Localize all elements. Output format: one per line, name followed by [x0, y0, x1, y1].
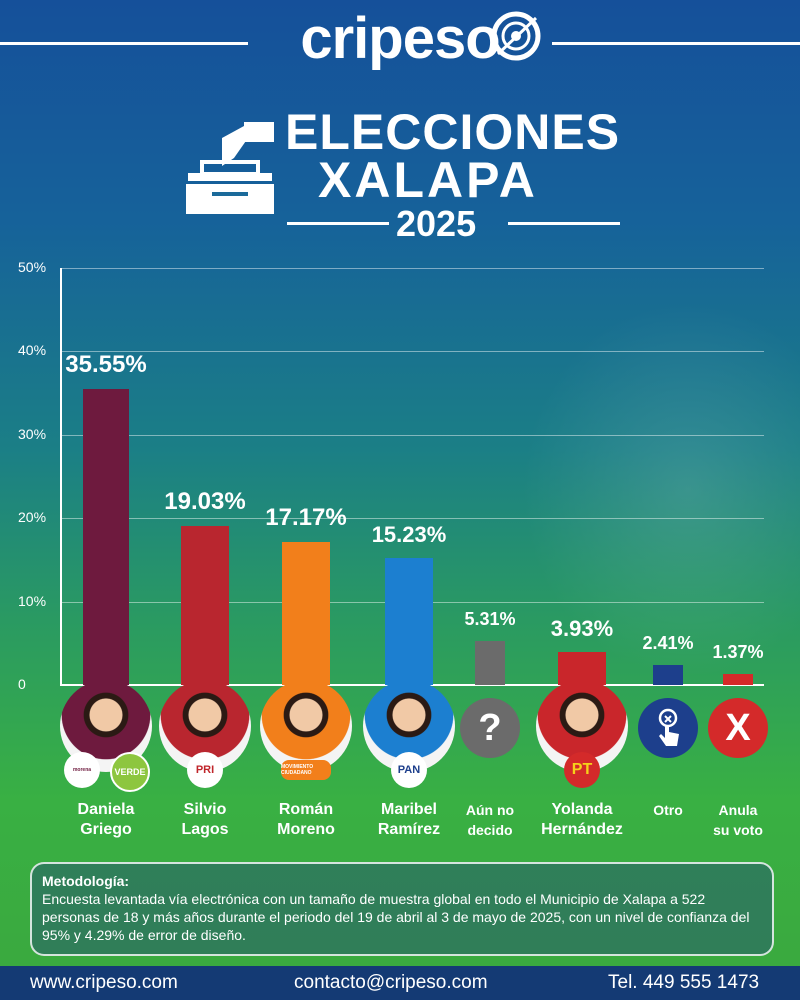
footer-email[interactable]: contacto@cripeso.com — [294, 972, 488, 993]
background-ballot-photo — [520, 300, 800, 680]
data-label: 19.03% — [164, 488, 246, 516]
candidate-name: Aún no decido — [435, 800, 545, 840]
name-line-1: Román — [278, 801, 334, 818]
brand-rule-right — [552, 42, 800, 45]
data-label: 17.17% — [265, 503, 347, 531]
data-label: 5.31% — [464, 608, 516, 629]
party-logo: MOVIMIENTO CIUDADANO — [281, 760, 331, 780]
gridline — [60, 351, 764, 353]
party-logo-secondary: VERDE — [110, 752, 150, 792]
y-tick-label: 50% — [18, 259, 47, 275]
data-label: 3.93% — [550, 616, 614, 642]
brand-logo: cripeso — [0, 4, 800, 74]
y-tick-label: 10% — [18, 592, 47, 609]
footer-phone[interactable]: Tel. 449 555 1473 — [608, 972, 760, 993]
data-label: 2.41% — [642, 632, 694, 653]
year-rule-right — [508, 222, 620, 225]
bar-chart: 0 10% 20% 30% 40% 50% 35.55% 19.03% 17.17% 15.23… — [18, 259, 793, 840]
candidate-name: Román Moreno — [251, 800, 361, 840]
candidate-name: Otro — [613, 800, 723, 820]
bar-6 — [558, 652, 606, 685]
name-line-2: decido — [467, 822, 513, 838]
name-line-1: Anula — [718, 802, 758, 818]
data-label: 15.23% — [371, 521, 447, 547]
methodology-text: Encuesta levantada vía electrónica con u… — [42, 891, 750, 943]
bar-4 — [385, 557, 433, 685]
name-line-1: Aún no — [465, 802, 515, 818]
gridline — [60, 434, 764, 436]
bar-3 — [282, 541, 330, 685]
bar-1 — [83, 388, 129, 685]
year-rule-left — [287, 222, 389, 225]
gridline — [60, 518, 764, 520]
name-line-2: Griego — [80, 821, 132, 838]
name-line-1: Otro — [653, 802, 683, 818]
title-line-2: XALAPA — [318, 152, 538, 208]
hand-pointer-icon — [658, 708, 679, 746]
title-line-1: ELECCIONES — [285, 104, 621, 160]
bar-2 — [181, 526, 229, 685]
name-line-1: Daniela — [77, 801, 135, 818]
methodology-title: Metodología: — [42, 873, 130, 889]
brand-name: cripeso — [300, 6, 500, 71]
y-tick-label: 20% — [18, 509, 47, 526]
party-logo: morena — [64, 752, 100, 788]
y-tick-label: 40% — [18, 342, 47, 359]
y-axis — [60, 268, 62, 686]
methodology-box: Metodología: Encuesta levantada vía elec… — [30, 862, 774, 956]
brand-rule-left — [0, 42, 248, 45]
party-logo: PT — [564, 752, 600, 788]
candidate-photo — [260, 680, 352, 772]
question-icon: ? — [460, 698, 520, 758]
bar-8 — [723, 673, 753, 685]
y-tick-label: 0 — [18, 676, 26, 692]
name-line-1: Yolanda — [551, 801, 613, 818]
candidate-name: Maribel Ramírez — [354, 800, 464, 840]
name-line-1: Maribel — [380, 801, 437, 818]
name-line-1: Silvio — [183, 801, 227, 818]
footer-website[interactable]: www.cripeso.com — [30, 972, 178, 993]
footer-bar — [0, 966, 800, 1000]
cross-icon: X — [708, 698, 768, 758]
bar-7 — [653, 664, 683, 685]
party-logo: PAN — [391, 752, 427, 788]
candidate-name: Yolanda Hernández — [527, 800, 637, 840]
y-tick-label: 30% — [18, 425, 47, 442]
name-line-2: Hernández — [541, 821, 623, 838]
title-year: 2025 — [396, 203, 477, 244]
target-icon — [491, 11, 541, 61]
name-line-2: Lagos — [181, 821, 229, 838]
data-label: 1.37% — [712, 641, 764, 662]
gridline — [60, 268, 764, 269]
ballot-box-icon — [186, 122, 274, 214]
data-label: 35.55% — [65, 350, 147, 378]
name-line-2: Moreno — [277, 821, 335, 838]
candidate-name: Anula su voto — [683, 800, 793, 840]
bar-5 — [475, 640, 505, 685]
candidate-name: Silvio Lagos — [150, 800, 260, 840]
candidate-name: Daniela Griego — [51, 800, 161, 840]
name-line-2: Ramírez — [377, 821, 441, 838]
name-line-2: su voto — [713, 822, 763, 838]
other-option-icon — [638, 698, 698, 758]
party-logo: PRI — [187, 752, 223, 788]
